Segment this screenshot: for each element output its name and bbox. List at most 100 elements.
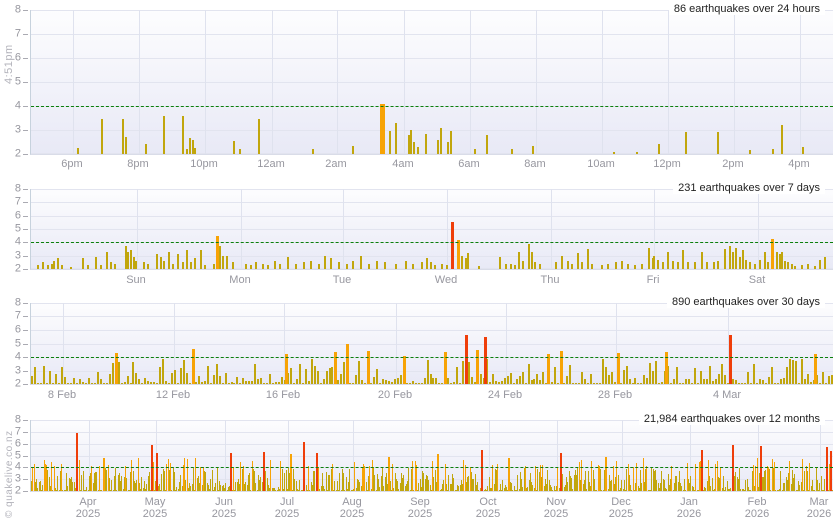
quake-bar: [347, 489, 348, 491]
quake-bar: [774, 462, 775, 491]
quake-bar: [732, 252, 734, 269]
quake-bar: [571, 264, 573, 269]
quake-bar: [314, 366, 316, 384]
quake-bar: [814, 266, 816, 269]
quake-bar: [734, 476, 735, 491]
quake-bar: [542, 372, 544, 384]
quake-bar: [385, 380, 387, 384]
quake-bar: [123, 489, 124, 491]
v-gridline: [622, 420, 623, 491]
quake-bar: [136, 480, 137, 491]
quake-bar: [514, 486, 515, 491]
quake-bar: [581, 262, 583, 269]
quake-bar: [435, 378, 437, 384]
quake-bar: [650, 490, 651, 491]
plot-area-0[interactable]: 86 earthquakes over 24 hours: [30, 3, 833, 155]
quake-bar: [217, 468, 218, 491]
quake-bar: [316, 453, 318, 491]
quake-bar: [811, 486, 812, 491]
quake-bar: [596, 383, 598, 384]
plot-area-2[interactable]: 890 earthquakes over 30 days: [30, 296, 833, 385]
quake-bar: [724, 249, 726, 269]
quake-bar: [80, 490, 81, 491]
quake-bar: [35, 482, 36, 491]
plot-area-3[interactable]: 21,984 earthquakes over 12 months: [30, 413, 833, 492]
quake-bar: [197, 478, 198, 491]
x-axis-label: Mar 2026: [806, 496, 832, 520]
quake-bar: [745, 260, 747, 269]
v-gridline: [174, 303, 175, 384]
quake-bar: [274, 488, 275, 491]
quake-bar: [713, 490, 714, 491]
quake-bar: [802, 147, 804, 154]
quake-bar: [762, 477, 763, 491]
quake-bar: [294, 479, 295, 491]
quake-bar: [186, 250, 188, 269]
quake-bar: [55, 374, 57, 384]
quake-bar: [574, 475, 575, 491]
quake-bar: [786, 477, 787, 491]
quake-bar: [125, 137, 127, 154]
quake-bar: [744, 490, 745, 491]
quake-bar: [312, 485, 313, 491]
v-gridline: [758, 420, 759, 491]
quake-bar: [179, 482, 180, 491]
quake-bar: [534, 262, 536, 269]
quake-bar: [377, 474, 378, 491]
quake-bar: [148, 476, 149, 491]
quake-bar: [259, 480, 260, 491]
quake-bar: [379, 487, 380, 491]
quake-bar: [337, 380, 339, 384]
quake-bar: [424, 378, 426, 384]
quake-bar: [789, 461, 790, 491]
quake-bar: [767, 262, 769, 269]
quake-bar: [128, 490, 129, 491]
plot-area-1[interactable]: 231 earthquakes over 7 days: [30, 182, 833, 270]
quake-bar: [699, 462, 700, 491]
quake-bar: [421, 487, 422, 491]
quake-bar: [484, 337, 487, 384]
quake-bar: [82, 382, 84, 384]
quake-bar: [519, 376, 521, 384]
quake-bar: [689, 483, 690, 491]
quake-bar: [707, 481, 708, 491]
quake-bar: [82, 258, 84, 269]
quake-bar: [210, 479, 211, 491]
quake-bar: [508, 458, 510, 491]
quake-bar: [396, 479, 397, 491]
quake-bar: [467, 253, 469, 269]
quake-bar: [520, 472, 521, 491]
quake-bar: [94, 473, 95, 491]
quake-bar: [613, 152, 615, 154]
quake-bar: [697, 383, 699, 384]
quake-bar: [158, 486, 159, 491]
quake-bar: [228, 487, 229, 491]
quake-bar: [139, 483, 140, 491]
quake-bar: [222, 256, 224, 269]
quake-bar: [552, 490, 553, 491]
quake-bar: [324, 256, 326, 269]
quake-bar: [545, 383, 547, 384]
quake-bar: [691, 383, 693, 384]
quake-bar: [739, 468, 740, 491]
quake-bar: [780, 379, 782, 384]
y-axis-label: 3: [14, 364, 21, 377]
quake-bar: [193, 468, 194, 491]
y-axis-tick: [23, 491, 28, 492]
x-axis-label-year: 2025: [407, 508, 433, 520]
y-axis-tick: [23, 344, 28, 345]
quake-bar: [510, 373, 512, 384]
quake-bar: [103, 458, 105, 491]
quake-bar: [533, 379, 535, 384]
x-axis-label: 12pm: [653, 158, 681, 170]
quake-bar: [326, 371, 328, 384]
quake-bar: [106, 252, 108, 269]
quake-bar: [615, 477, 616, 491]
quake-bar: [332, 464, 333, 491]
quake-bar: [703, 379, 705, 384]
quake-bar: [749, 150, 751, 154]
quake-bar: [781, 125, 783, 154]
v-gridline: [654, 189, 655, 269]
quake-bar: [688, 479, 689, 491]
